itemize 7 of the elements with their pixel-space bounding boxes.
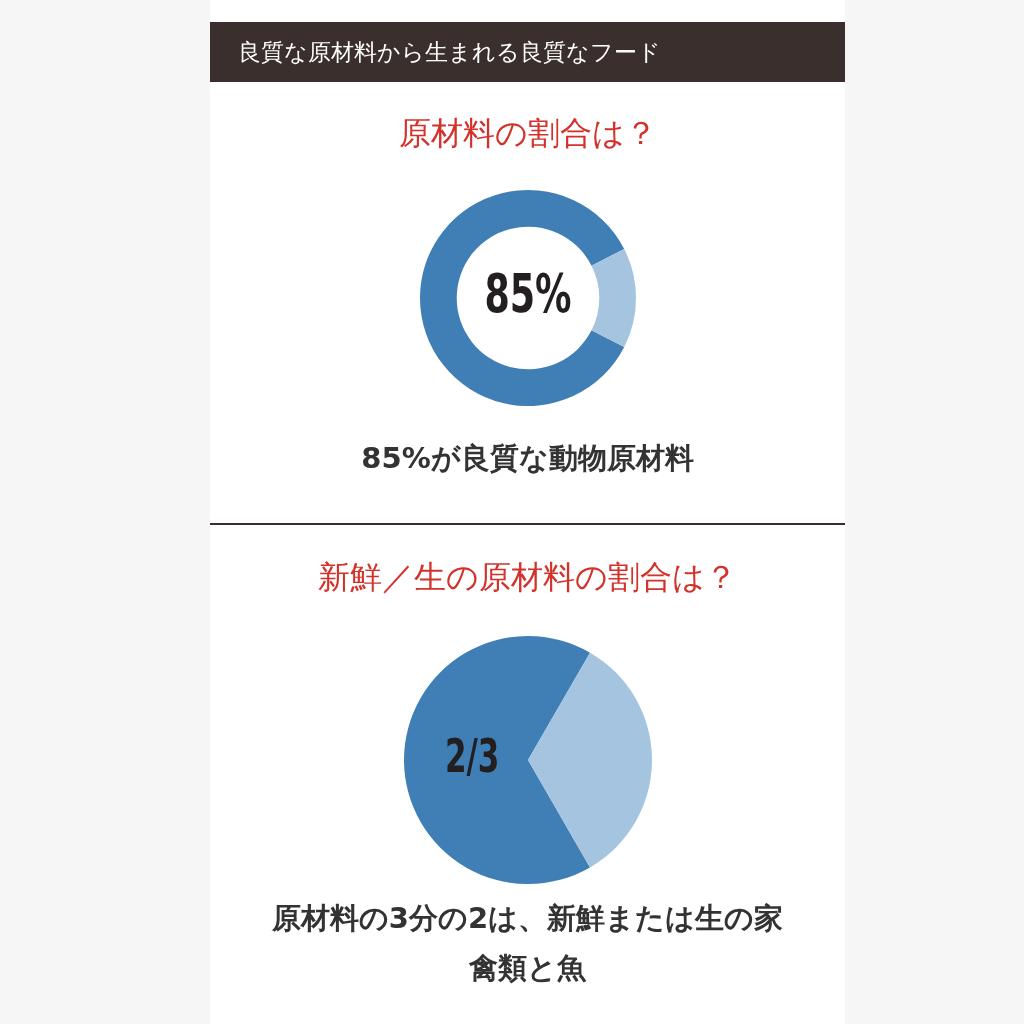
chart-subtitle: 原材料の割合は？ [397, 113, 658, 154]
text: 85%が良質な動物原材料 [360, 440, 695, 477]
chart-title: 新鮮／生の原材料の割合は？ [317, 557, 738, 598]
chart-title: 良質な原材料から生まれる良質なフード [210, 22, 845, 82]
text: 原材料の3分の2は、新鮮または生の家禽類と魚 [270, 900, 785, 987]
data-label: 2/3 [444, 728, 499, 784]
data-label: 85% [483, 262, 572, 325]
